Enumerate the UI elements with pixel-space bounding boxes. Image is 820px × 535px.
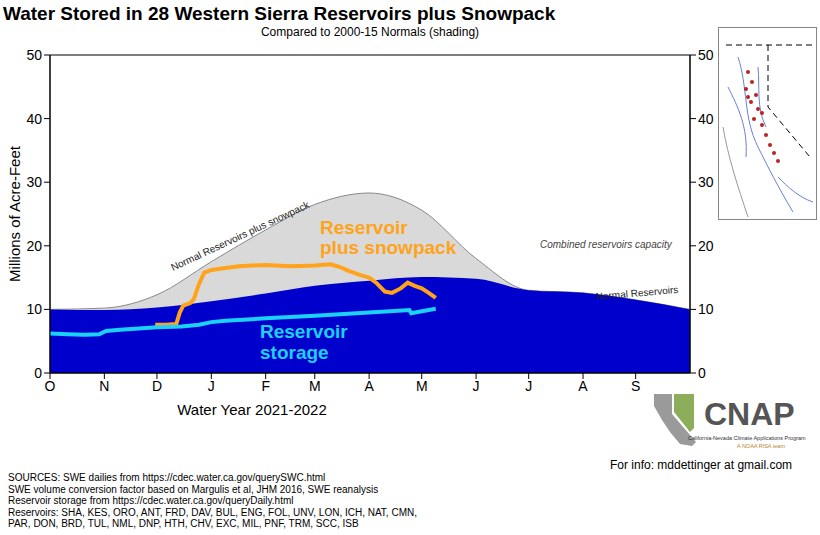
html-text:Millions of Acre-Feet: Millions of Acre-Feet — [5, 146, 23, 282]
svg-text:10: 10 — [698, 301, 714, 317]
svg-text:20: 20 — [698, 238, 714, 254]
svg-text:D: D — [152, 378, 162, 394]
svg-text:F: F — [261, 378, 270, 394]
svg-text:0: 0 — [698, 365, 706, 381]
svg-text:30: 30 — [698, 174, 714, 190]
html-text:Reservoir: Reservoir — [260, 321, 348, 342]
svg-text:30: 30 — [26, 174, 42, 190]
svg-text:40: 40 — [26, 111, 42, 127]
svg-text:10: 10 — [26, 301, 42, 317]
html-text:PAR, DON, BRD, TUL, NML, DNP,: PAR, DON, BRD, TUL, NML, DNP, HTH, CHV, … — [8, 518, 359, 529]
svg-text:J: J — [525, 378, 532, 394]
svg-text:50: 50 — [26, 47, 42, 63]
html-text:Reservoirs: SHA, KES, ORO, ANT: Reservoirs: SHA, KES, ORO, ANT, FRD, DAV… — [8, 506, 417, 518]
html-text:Compared to 2000-15 Normals (s: Compared to 2000-15 Normals (shading) — [260, 25, 480, 39]
html-text:For info: mddettinger at gmail: For info: mddettinger at gmail.com — [610, 458, 793, 472]
svg-text:20: 20 — [26, 238, 42, 254]
html-text:Normal Reservoirs plus snowpac: Normal Reservoirs plus snowpack — [169, 199, 311, 273]
svg-text:0: 0 — [34, 365, 42, 381]
svg-text:A: A — [364, 378, 374, 394]
svg-text:O: O — [45, 378, 56, 394]
html-text:plus snowpack: plus snowpack — [320, 237, 457, 258]
svg-text:N: N — [99, 378, 109, 394]
html-text:Reservoir: Reservoir — [320, 217, 408, 238]
svg-text:M: M — [309, 378, 321, 394]
svg-text:J: J — [473, 378, 480, 394]
html-text:Normal Reservoirs: Normal Reservoirs — [595, 283, 679, 303]
svg-text:M: M — [416, 378, 428, 394]
svg-text:50: 50 — [698, 47, 714, 63]
html-text:CNAP: CNAP — [704, 396, 795, 432]
svg-text:S: S — [631, 378, 640, 394]
html-text:A NOAA RISA team: A NOAA RISA team — [737, 443, 785, 449]
html-text:Water Stored in 28 Western Sie: Water Stored in 28 Western Sierra Reserv… — [3, 3, 556, 24]
svg-text:40: 40 — [698, 111, 714, 127]
html-text:Reservoir storage from https:/: Reservoir storage from https://cdec.wate… — [8, 495, 294, 506]
html-text:Combined reservoirs capacity: Combined reservoirs capacity — [540, 239, 672, 250]
svg-text:J: J — [208, 378, 215, 394]
html-text:storage: storage — [260, 342, 329, 363]
html-text:California-Nevada Climate Appl: California-Nevada Climate Applications P… — [688, 435, 806, 441]
html-text:Water Year 2021-2022: Water Year 2021-2022 — [177, 401, 327, 418]
svg-text:A: A — [578, 378, 588, 394]
html-text:SWE volume conversion factor b: SWE volume conversion factor based on Ma… — [8, 483, 379, 495]
html-text:SOURCES: SWE dailies from http: SOURCES: SWE dailies from https://cdec.w… — [8, 472, 326, 483]
